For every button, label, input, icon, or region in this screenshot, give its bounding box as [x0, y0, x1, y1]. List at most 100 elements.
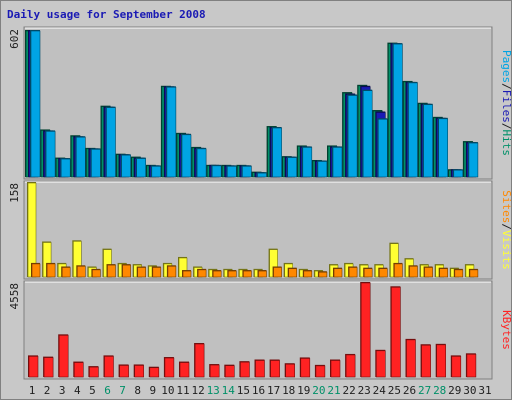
right-axis-label: KBytes [500, 310, 511, 350]
bar-kbytes-day-23 [360, 282, 371, 378]
bar-kbytes-day-27 [421, 344, 431, 378]
x-tick-label: 4 [74, 384, 81, 397]
bar-pages-day-8 [136, 158, 146, 178]
x-tick-label: 30 [463, 384, 476, 397]
bar-sites-day-24 [378, 268, 388, 278]
x-tick-label: 23 [358, 384, 371, 397]
x-tick-label: 31 [478, 384, 491, 397]
bar-pages-day-21 [332, 147, 343, 178]
bar-sites-day-21 [333, 268, 343, 278]
bar-pages-day-5 [91, 149, 101, 178]
x-tick-label: 15 [237, 384, 250, 397]
axis-label-part: Files [500, 90, 511, 123]
bar-kbytes-day-19 [300, 358, 311, 378]
bar-pages-day-19 [302, 147, 313, 178]
right-axis-label: Sites/Visits [500, 190, 511, 270]
x-tick-label: 7 [119, 384, 126, 397]
bar-pages-day-18 [287, 157, 298, 178]
axis-label-part: KBytes [500, 310, 511, 350]
x-tick-label: 17 [267, 384, 280, 397]
x-tick-label: 22 [342, 384, 355, 397]
bar-sites-day-14 [228, 270, 237, 278]
bar-kbytes-day-15 [240, 361, 250, 378]
x-tick-label: 9 [149, 384, 156, 397]
bar-sites-day-15 [243, 270, 252, 278]
bar-pages-day-6 [106, 107, 116, 178]
bar-sites-day-16 [258, 270, 267, 278]
x-tick-label: 26 [403, 384, 416, 397]
bar-sites-day-19 [303, 270, 313, 278]
bar-pages-day-16 [257, 172, 267, 178]
x-tick-label: 29 [448, 384, 461, 397]
bar-pages-day-27 [423, 104, 433, 178]
bar-pages-day-25 [393, 43, 403, 178]
bar-sites-day-29 [454, 269, 464, 278]
bar-pages-day-14 [227, 166, 237, 178]
axis-label-part: / [500, 123, 511, 130]
x-tick-label: 18 [282, 384, 295, 397]
bar-pages-day-13 [211, 165, 222, 178]
axis-label-part: Pages [500, 50, 511, 83]
chart-panel [23, 180, 493, 280]
bar-pages-day-15 [242, 166, 252, 178]
bar-kbytes-day-30 [466, 354, 477, 378]
bar-kbytes-day-25 [391, 286, 401, 378]
bar-sites-day-13 [212, 270, 222, 278]
bar-pages-day-23 [362, 90, 373, 178]
y-max-label: 158 [8, 183, 21, 203]
bar-kbytes-day-9 [149, 367, 160, 378]
bar-pages-day-24 [377, 118, 388, 178]
bar-pages-day-22 [347, 95, 358, 178]
bar-pages-day-9 [151, 166, 162, 178]
x-tick-label: 8 [134, 384, 141, 397]
bar-sites-day-2 [46, 263, 56, 278]
x-tick-label: 2 [44, 384, 51, 397]
bar-kbytes-day-4 [74, 362, 84, 378]
x-tick-label: 10 [161, 384, 174, 397]
bar-pages-day-30 [468, 142, 479, 178]
y-max-label: 602 [8, 29, 21, 49]
x-tick-label: 3 [59, 384, 66, 397]
x-tick-label: 16 [252, 384, 265, 397]
bar-kbytes-day-6 [104, 356, 114, 378]
bar-sites-day-9 [152, 267, 162, 278]
bar-pages-day-29 [453, 169, 464, 178]
bar-sites-day-17 [273, 267, 282, 278]
bar-sites-day-26 [409, 265, 418, 278]
bar-pages-day-10 [166, 86, 177, 178]
bar-kbytes-day-7 [119, 365, 129, 378]
bar-sites-day-10 [167, 265, 177, 278]
x-tick-label: 1 [29, 384, 36, 397]
x-tick-label: 11 [176, 384, 189, 397]
bar-pages-day-12 [196, 148, 207, 178]
bar-pages-day-26 [408, 82, 418, 178]
bar-kbytes-day-18 [285, 363, 296, 378]
bar-sites-day-23 [363, 268, 373, 278]
bar-kbytes-day-5 [89, 366, 99, 378]
x-tick-label: 20 [312, 384, 325, 397]
bar-kbytes-day-14 [225, 365, 235, 378]
x-tick-label: 28 [433, 384, 446, 397]
bar-sites-day-22 [348, 267, 358, 278]
bar-sites-day-5 [92, 269, 101, 278]
bar-sites-day-12 [197, 269, 207, 278]
bar-pages-day-7 [121, 154, 131, 178]
bar-kbytes-day-29 [451, 356, 462, 378]
chart-title: Daily usage for September 2008 [7, 8, 206, 21]
bar-pages-day-17 [272, 127, 282, 178]
x-tick-label: 12 [191, 384, 204, 397]
axis-label-part: Sites [500, 190, 511, 223]
bar-kbytes-day-13 [209, 364, 220, 378]
axis-label-part: / [500, 223, 511, 230]
bar-kbytes-day-11 [179, 362, 190, 378]
x-tick-label: 24 [373, 384, 387, 397]
bar-sites-day-4 [77, 265, 86, 278]
bar-pages-day-28 [438, 118, 449, 178]
x-tick-label: 5 [89, 384, 96, 397]
bar-kbytes-day-24 [375, 350, 386, 378]
bar-kbytes-day-22 [345, 354, 356, 378]
bar-visits-day-1 [27, 182, 37, 278]
bar-sites-day-1 [31, 263, 41, 278]
